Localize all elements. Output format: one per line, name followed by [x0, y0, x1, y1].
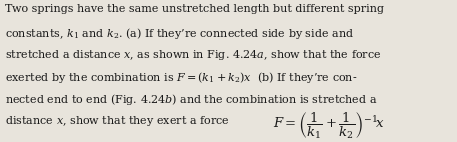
Text: exerted by the combination is $F = (k_1 + k_2)x$  (b) If they’re con-: exerted by the combination is $F = (k_1 … [5, 70, 358, 85]
Text: stretched a distance $x$, as shown in Fig. 4.24$a$, show that the force: stretched a distance $x$, as shown in Fi… [5, 48, 382, 62]
Text: Two springs have the same unstretched length but different spring: Two springs have the same unstretched le… [5, 4, 384, 14]
Text: $F = \left(\dfrac{1}{k_1}+\dfrac{1}{k_2}\right)^{-1}\! x$: $F = \left(\dfrac{1}{k_1}+\dfrac{1}{k_2}… [273, 110, 385, 141]
Text: nected end to end (Fig. 4.24$b$) and the combination is stretched a: nected end to end (Fig. 4.24$b$) and the… [5, 92, 378, 107]
Text: constants, $k_1$ and $k_2$. (a) If they’re connected side by side and: constants, $k_1$ and $k_2$. (a) If they’… [5, 26, 355, 41]
Text: distance $x$, show that they exert a force: distance $x$, show that they exert a for… [5, 114, 230, 128]
